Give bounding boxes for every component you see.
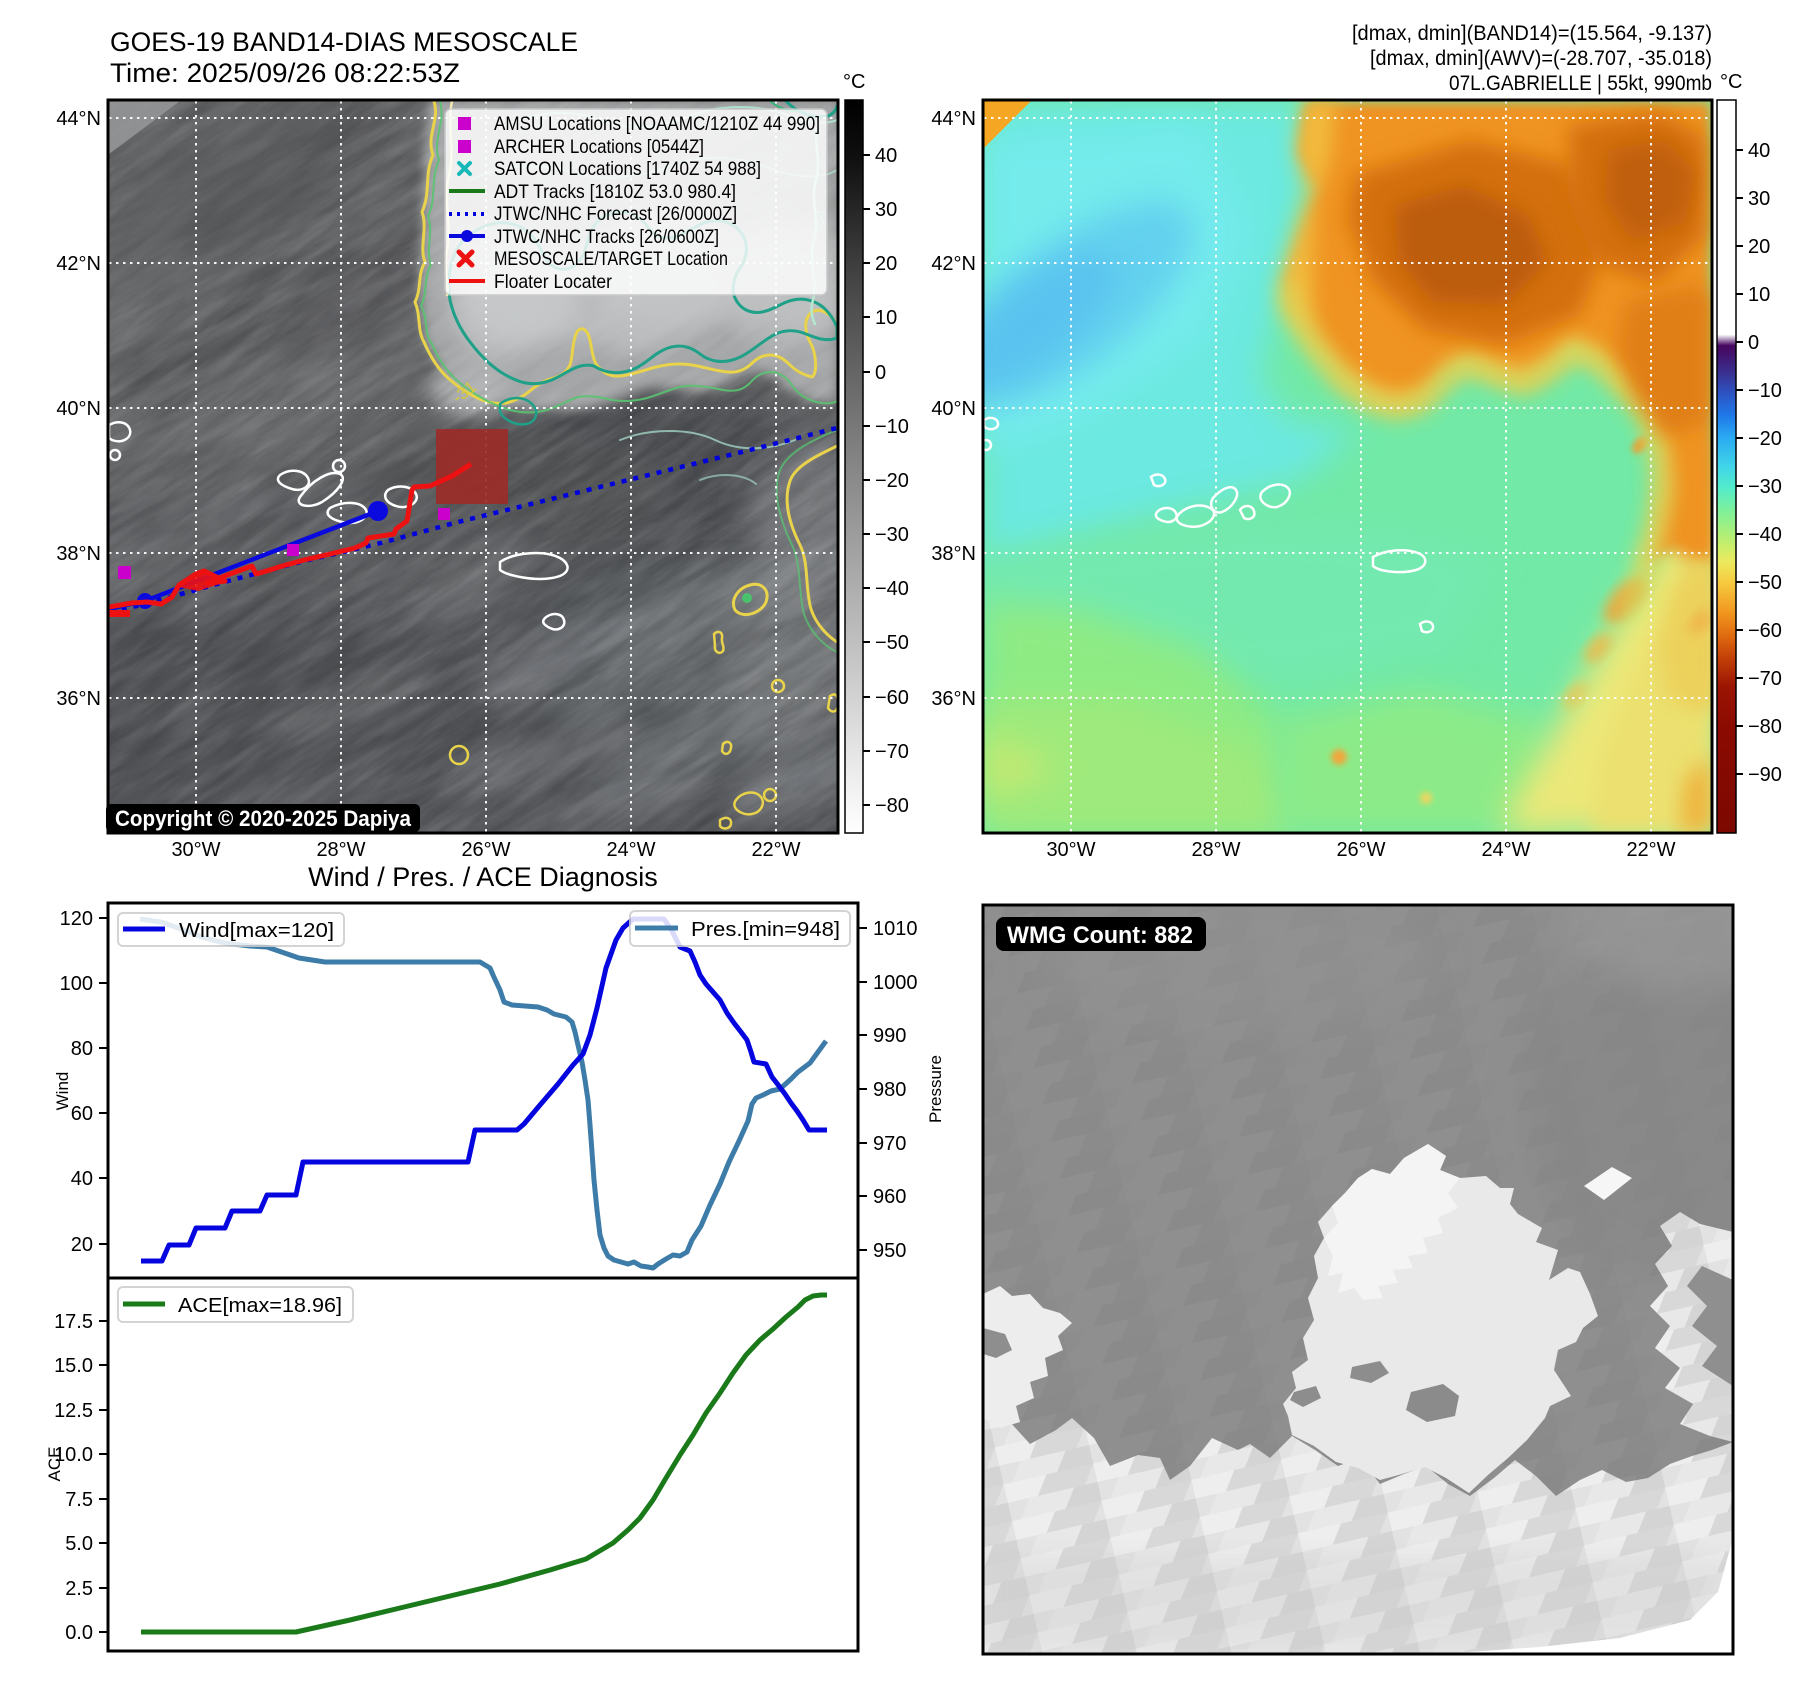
svg-text:40: 40	[71, 1168, 93, 1190]
svg-text:−60: −60	[875, 687, 909, 709]
svg-text:10.0: 10.0	[54, 1444, 93, 1466]
svg-text:42°N: 42°N	[56, 253, 101, 275]
svg-text:07L.GABRIELLE | 55kt, 990mb: 07L.GABRIELLE | 55kt, 990mb	[1449, 71, 1712, 95]
svg-text:38°N: 38°N	[931, 543, 976, 565]
svg-text:JTWC/NHC Forecast [26/0000Z]: JTWC/NHC Forecast [26/0000Z]	[494, 203, 737, 225]
svg-text:Wind: Wind	[53, 1072, 72, 1111]
svg-text:−90: −90	[1748, 764, 1782, 786]
svg-text:−10: −10	[1748, 380, 1782, 402]
svg-text:Wind[max=120]: Wind[max=120]	[179, 920, 334, 942]
svg-text:36°N: 36°N	[56, 688, 101, 710]
svg-text:ADT Tracks [1810Z 53.0 980.4]: ADT Tracks [1810Z 53.0 980.4]	[494, 181, 736, 203]
svg-text:−60: −60	[1748, 620, 1782, 642]
svg-text:22°W: 22°W	[751, 839, 800, 861]
svg-text:30°W: 30°W	[1046, 839, 1095, 861]
svg-text:26°W: 26°W	[461, 839, 510, 861]
svg-text:ARCHER Locations [0544Z]: ARCHER Locations [0544Z]	[494, 136, 704, 158]
svg-text:20: 20	[71, 1234, 93, 1256]
svg-text:−30: −30	[875, 524, 909, 546]
svg-text:60: 60	[71, 1103, 93, 1125]
svg-text:24°W: 24°W	[1481, 839, 1530, 861]
svg-text:ACE[max=18.96]: ACE[max=18.96]	[178, 1295, 342, 1317]
svg-text:−80: −80	[1748, 716, 1782, 738]
svg-text:10: 10	[1748, 284, 1770, 306]
svg-text:MESOSCALE/TARGET Location: MESOSCALE/TARGET Location	[494, 248, 728, 270]
svg-text:2.5: 2.5	[65, 1578, 93, 1600]
svg-text:7.5: 7.5	[65, 1489, 93, 1511]
svg-text:40°N: 40°N	[56, 398, 101, 420]
svg-text:−70: −70	[875, 741, 909, 763]
svg-text:30°W: 30°W	[171, 839, 220, 861]
svg-text:−50: −50	[1748, 572, 1782, 594]
svg-text:970: 970	[873, 1133, 906, 1155]
svg-text:22°W: 22°W	[1626, 839, 1675, 861]
svg-text:28°W: 28°W	[1191, 839, 1240, 861]
svg-text:42°N: 42°N	[931, 253, 976, 275]
svg-text:24°W: 24°W	[606, 839, 655, 861]
svg-text:44°N: 44°N	[56, 108, 101, 130]
svg-text:20: 20	[1748, 236, 1770, 258]
svg-text:ACE: ACE	[45, 1447, 64, 1482]
svg-text:Floater Locater: Floater Locater	[494, 271, 612, 293]
svg-text:−30: −30	[1748, 476, 1782, 498]
svg-text:Pressure: Pressure	[926, 1055, 945, 1123]
svg-text:0.0: 0.0	[65, 1622, 93, 1644]
svg-text:SATCON Locations [1740Z 54 988: SATCON Locations [1740Z 54 988]	[494, 158, 761, 180]
svg-text:950: 950	[873, 1240, 906, 1262]
svg-text:−20: −20	[875, 470, 909, 492]
svg-text:5.0: 5.0	[65, 1533, 93, 1555]
svg-text:[dmax, dmin](AWV)=(-28.707, -3: [dmax, dmin](AWV)=(-28.707, -35.018)	[1370, 46, 1712, 70]
svg-text:40: 40	[875, 145, 897, 167]
svg-text:Pres.[min=948]: Pres.[min=948]	[691, 919, 840, 941]
svg-text:980: 980	[873, 1079, 906, 1101]
svg-text:20: 20	[875, 253, 897, 275]
svg-text:40°N: 40°N	[931, 398, 976, 420]
svg-text:Time: 2025/09/26 08:22:53Z: Time: 2025/09/26 08:22:53Z	[110, 58, 460, 88]
svg-text:°C: °C	[843, 71, 865, 93]
svg-text:36°N: 36°N	[931, 688, 976, 710]
svg-text:44°N: 44°N	[931, 108, 976, 130]
svg-text:28°W: 28°W	[316, 839, 365, 861]
svg-text:−70: −70	[1748, 668, 1782, 690]
svg-text:AMSU Locations [NOAAMC/1210Z 4: AMSU Locations [NOAAMC/1210Z 44 990]	[494, 113, 820, 135]
svg-text:38°N: 38°N	[56, 543, 101, 565]
svg-text:[dmax, dmin](BAND14)=(15.564,: [dmax, dmin](BAND14)=(15.564, -9.137)	[1352, 21, 1712, 45]
svg-text:−50: −50	[875, 632, 909, 654]
svg-text:JTWC/NHC Tracks [26/0600Z]: JTWC/NHC Tracks [26/0600Z]	[494, 226, 719, 248]
svg-text:Copyright © 2020-2025 Dapiya: Copyright © 2020-2025 Dapiya	[115, 806, 412, 831]
svg-text:17.5: 17.5	[54, 1311, 93, 1333]
svg-text:15.0: 15.0	[54, 1355, 93, 1377]
svg-text:960: 960	[873, 1186, 906, 1208]
svg-text:10: 10	[875, 307, 897, 329]
svg-text:0: 0	[1748, 332, 1759, 354]
svg-text:0: 0	[875, 362, 886, 384]
svg-text:−40: −40	[875, 578, 909, 600]
svg-text:30: 30	[875, 199, 897, 221]
svg-text:GOES-19 BAND14-DIAS MESOSCALE: GOES-19 BAND14-DIAS MESOSCALE	[110, 27, 578, 57]
svg-text:−10: −10	[875, 416, 909, 438]
svg-text:30: 30	[1748, 188, 1770, 210]
svg-text:26°W: 26°W	[1336, 839, 1385, 861]
svg-text:WMG Count: 882: WMG Count: 882	[1007, 922, 1193, 949]
svg-text:°C: °C	[1720, 71, 1742, 93]
svg-text:1010: 1010	[873, 918, 918, 940]
svg-text:1000: 1000	[873, 972, 918, 994]
svg-text:−80: −80	[875, 795, 909, 817]
svg-text:−20: −20	[1748, 428, 1782, 450]
svg-text:40: 40	[1748, 140, 1770, 162]
svg-text:80: 80	[71, 1038, 93, 1060]
svg-text:100: 100	[60, 973, 93, 995]
svg-text:−40: −40	[1748, 524, 1782, 546]
svg-text:120: 120	[60, 908, 93, 930]
svg-text:Wind / Pres. / ACE Diagnosis: Wind / Pres. / ACE Diagnosis	[308, 862, 658, 892]
svg-text:990: 990	[873, 1025, 906, 1047]
svg-text:12.5: 12.5	[54, 1400, 93, 1422]
